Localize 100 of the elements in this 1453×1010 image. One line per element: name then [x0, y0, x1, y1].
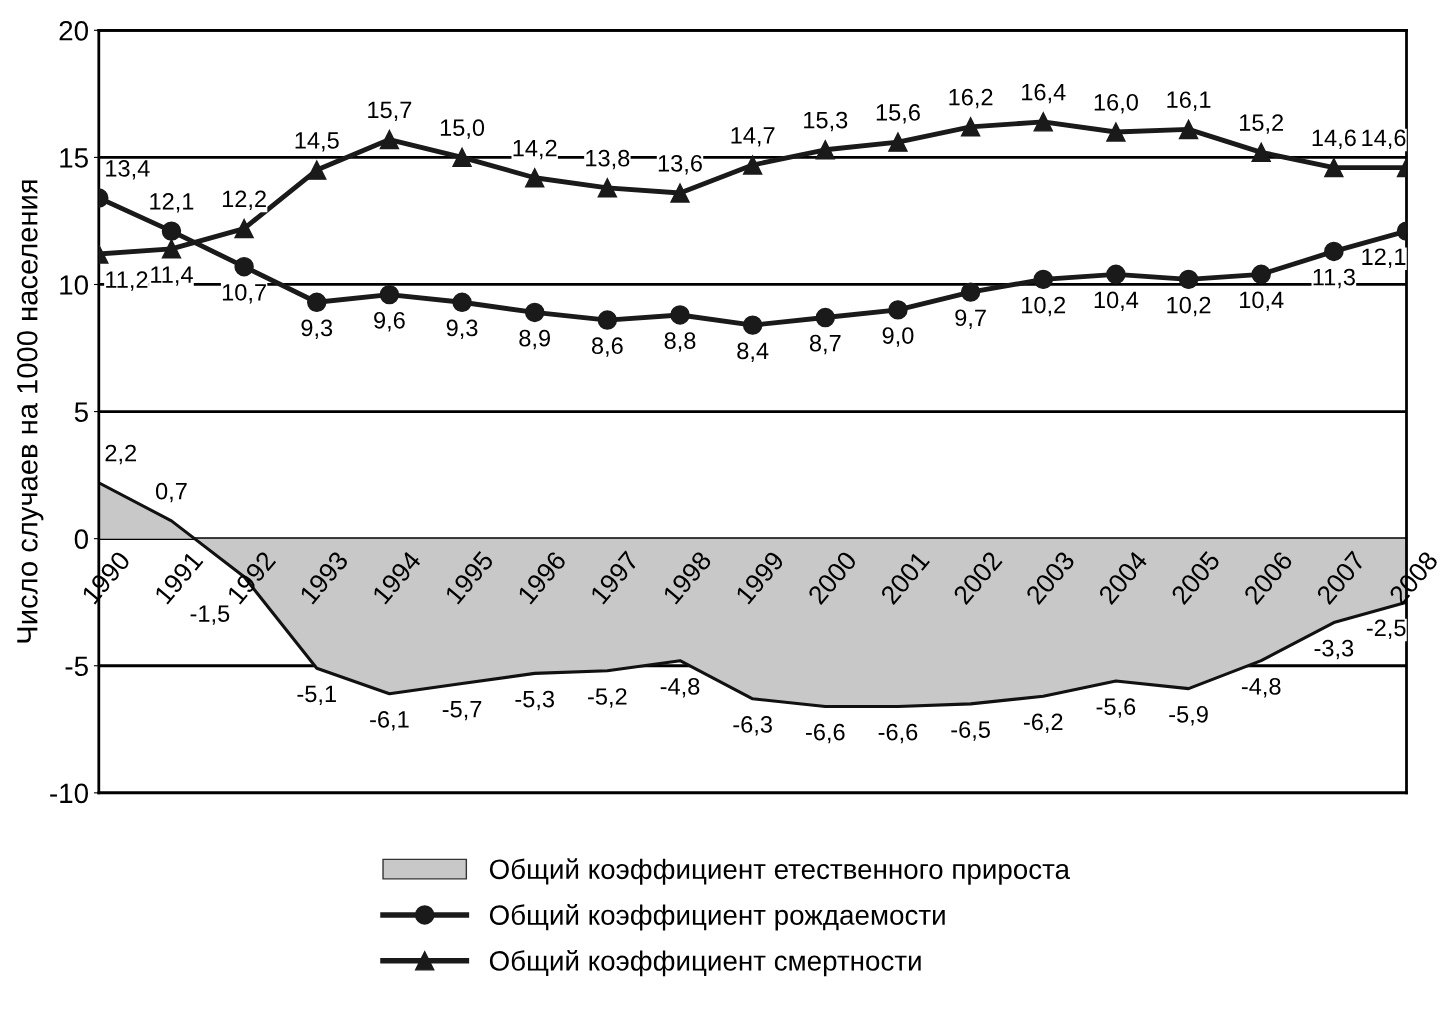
point: [670, 183, 690, 203]
data-label: -4,8: [1241, 677, 1281, 698]
data-label: -6,1: [370, 711, 409, 731]
data-label: 15,2: [1240, 114, 1283, 134]
y-tick-label: 20: [59, 20, 88, 41]
data-label: -5,7: [442, 701, 482, 721]
point: [1251, 264, 1271, 285]
data-label: -6,5: [951, 721, 990, 741]
legend-label: Общий коэффициент етественного прироста: [489, 858, 1070, 885]
data-label: 13,6: [658, 154, 702, 175]
data-label: 0,7: [155, 482, 187, 503]
data-label: 10,2: [1167, 296, 1211, 317]
data-label: 12,1: [1362, 248, 1406, 268]
point: [670, 305, 690, 325]
y-axis-title: Число случаев на 1000 населения: [16, 180, 44, 643]
data-label: -1,5: [190, 605, 230, 625]
point: [815, 140, 836, 160]
data-label: 16,1: [1167, 91, 1211, 111]
data-label: 14,7: [731, 127, 775, 147]
data-label: 15,0: [440, 119, 485, 139]
y-tick-label: -10: [50, 783, 88, 804]
data-label: -6,2: [1023, 713, 1063, 734]
data-label: -5,3: [515, 690, 555, 711]
point: [307, 160, 327, 180]
data-label: -6,3: [733, 716, 772, 736]
point: [1324, 241, 1344, 262]
y-tick-label: 15: [60, 148, 88, 168]
point: [742, 155, 763, 175]
point: [960, 282, 981, 302]
data-label: 15,3: [804, 111, 848, 132]
data-label: 10,7: [222, 283, 266, 304]
data-label: 10,4: [1240, 291, 1284, 312]
point: [161, 239, 182, 259]
data-label: 9,6: [374, 311, 405, 332]
data-label: 12,2: [222, 190, 266, 211]
data-label: 12,1: [150, 193, 194, 213]
data-label: 11,4: [151, 266, 193, 286]
point: [1106, 122, 1126, 142]
data-label: 16,2: [949, 88, 993, 109]
data-label: -3,3: [1314, 639, 1354, 660]
y-tick-label: 5: [74, 402, 88, 422]
data-label: 2,2: [105, 444, 136, 465]
data-label: 8,7: [809, 334, 841, 355]
data-label: 8,9: [519, 329, 550, 350]
point: [379, 284, 400, 305]
data-label: 10,2: [1022, 296, 1066, 317]
data-label: 9,3: [446, 319, 478, 340]
data-label: 15,6: [876, 104, 920, 124]
point: [1251, 142, 1271, 163]
data-label: 9,7: [955, 309, 986, 329]
point: [1178, 119, 1199, 140]
data-label: -6,6: [806, 723, 845, 744]
data-label: 14,5: [295, 132, 339, 152]
data-label: -4,8: [660, 677, 700, 698]
data-label: -6,6: [878, 723, 918, 744]
data-label: 9,3: [301, 319, 333, 340]
data-label: 16,4: [1022, 83, 1066, 104]
point: [960, 117, 981, 137]
data-label: -5,6: [1096, 698, 1136, 718]
point: [307, 292, 327, 312]
data-label: -2,5: [1366, 619, 1406, 640]
point: [888, 132, 908, 152]
point: [1033, 269, 1053, 290]
data-label: 8,6: [591, 337, 623, 357]
point: [234, 218, 254, 239]
point: [1178, 269, 1199, 290]
data-label: -5,1: [297, 685, 336, 706]
data-label: 14,6: [1362, 129, 1406, 150]
point: [815, 307, 836, 328]
data-label: 15,7: [368, 101, 412, 122]
point: [597, 310, 618, 330]
y-tick-label: 0: [74, 529, 88, 550]
point: [452, 292, 472, 312]
data-label: 13,8: [586, 149, 630, 170]
data-label: -5,2: [588, 688, 627, 708]
data-label: 13,4: [106, 160, 150, 180]
point: [379, 129, 400, 150]
point: [1106, 264, 1126, 285]
point: [1324, 157, 1344, 178]
data-label: 11,2: [106, 271, 148, 291]
point: [524, 302, 545, 323]
data-label: 8,8: [664, 332, 696, 352]
data-label: 11,3: [1313, 268, 1355, 289]
point: [597, 178, 618, 198]
data-label: 14,6: [1312, 129, 1356, 150]
data-label: 10,4: [1094, 291, 1139, 312]
data-label: 9,0: [882, 327, 914, 347]
data-label: 8,4: [737, 342, 769, 362]
legend-label: Общий коэффициент смертности: [489, 949, 921, 977]
data-label: 16,0: [1094, 93, 1138, 114]
point: [452, 147, 472, 168]
data-label: -5,9: [1169, 705, 1208, 726]
point: [742, 315, 763, 335]
point: [1033, 112, 1053, 132]
y-tick-label: -5: [65, 656, 88, 677]
point: [234, 256, 254, 277]
point: [888, 300, 908, 320]
legend-label: Общий коэффициент рождаемости: [489, 904, 945, 931]
y-tick-label: 10: [60, 275, 88, 295]
data-label: 14,2: [513, 139, 557, 160]
